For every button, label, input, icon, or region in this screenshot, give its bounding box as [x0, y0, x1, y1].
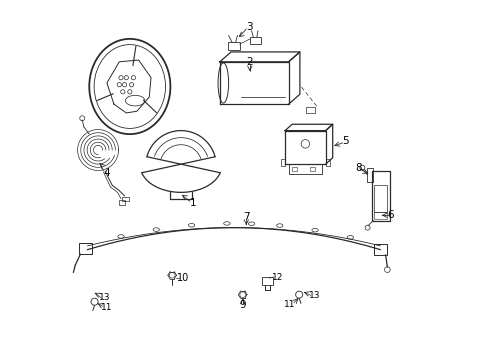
Bar — [262, 277, 272, 285]
Text: 9: 9 — [239, 300, 245, 310]
Bar — [119, 201, 125, 205]
Bar — [280, 159, 285, 166]
Text: 11: 11 — [284, 300, 295, 309]
Bar — [309, 167, 314, 171]
Bar — [79, 243, 92, 254]
Text: 6: 6 — [387, 210, 393, 220]
Bar — [374, 212, 386, 219]
Text: 5: 5 — [341, 136, 347, 146]
Bar — [373, 243, 386, 255]
Bar — [366, 168, 372, 182]
Text: 13: 13 — [309, 291, 320, 300]
Bar — [371, 171, 389, 221]
Bar — [288, 164, 322, 174]
Text: 7: 7 — [243, 212, 249, 222]
Bar — [305, 107, 314, 113]
Text: 13: 13 — [99, 293, 111, 302]
Bar — [250, 37, 260, 44]
Text: 3: 3 — [246, 22, 253, 32]
Bar — [122, 197, 129, 201]
Bar — [325, 159, 329, 166]
Text: 2: 2 — [246, 57, 253, 67]
Bar — [291, 167, 297, 171]
Text: 1: 1 — [190, 198, 196, 208]
Text: 4: 4 — [103, 168, 110, 178]
Text: 10: 10 — [176, 273, 188, 283]
Text: 12: 12 — [272, 273, 283, 282]
Bar — [373, 185, 386, 212]
Text: 8: 8 — [354, 163, 361, 173]
Bar — [227, 42, 239, 50]
Text: 11: 11 — [101, 303, 112, 312]
